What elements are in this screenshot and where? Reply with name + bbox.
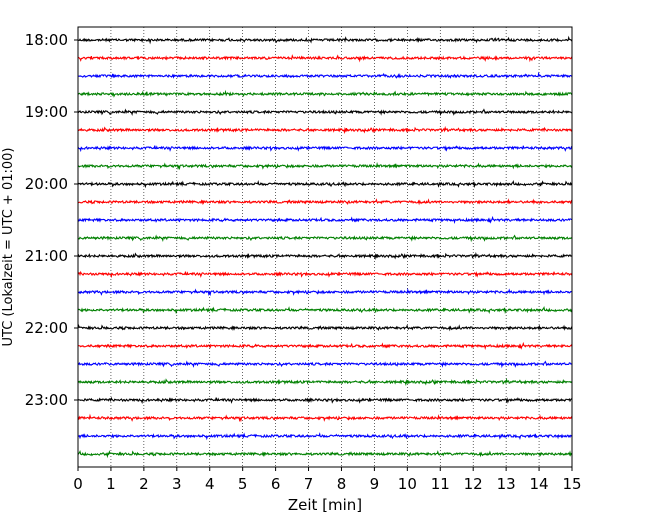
trace-line-2300 [77, 396, 573, 405]
trace-line-2030 [77, 215, 572, 225]
y-tick-label-0: 18:00 [25, 31, 68, 49]
trace-line-2200 [77, 324, 573, 332]
trace-line-2230 [77, 360, 573, 369]
grid-lines [110, 27, 540, 467]
x-axis: 0 1 2 3 4 5 6 7 8 9 10 11 12 13 14 15 [73, 467, 582, 493]
trace-line-1815 [77, 54, 573, 63]
y-axis-label: UTC (Lokalzeit = UTC + 01:00) [1, 148, 16, 347]
x-tick-label-4: 4 [205, 475, 215, 493]
trace-line-1915 [77, 125, 573, 135]
x-tick-label-5: 5 [238, 475, 248, 493]
x-tick-label-1: 1 [106, 475, 116, 493]
trace-line-1830 [77, 71, 573, 79]
trace-line-1930 [77, 145, 573, 153]
x-tick-label-2: 2 [139, 475, 149, 493]
x-tick-label-13: 13 [497, 475, 516, 493]
trace-line-2015 [78, 198, 573, 206]
trace-line-2130 [77, 287, 573, 297]
y-tick-label-5: 23:00 [25, 391, 68, 409]
trace-line-1845 [77, 89, 573, 98]
y-tick-label-1: 19:00 [25, 103, 68, 121]
plot-frame [77, 26, 573, 468]
trace-group [77, 35, 573, 459]
x-tick-label-11: 11 [431, 475, 450, 493]
trace-line-2045 [77, 234, 573, 243]
x-tick-label-8: 8 [337, 475, 347, 493]
trace-line-2000 [77, 179, 573, 189]
x-tick-label-7: 7 [304, 475, 314, 493]
y-axis: 18:00 19:00 20:00 21:00 22:00 23:00 [25, 31, 78, 409]
y-tick-label-4: 22:00 [25, 319, 68, 337]
x-axis-label: Zeit [min] [288, 496, 362, 514]
x-tick-label-14: 14 [530, 475, 549, 493]
trace-line-2115 [77, 270, 573, 279]
trace-line-2100 [77, 251, 573, 261]
x-tick-label-3: 3 [172, 475, 182, 493]
x-tick-label-15: 15 [562, 475, 581, 493]
trace-line-2245 [77, 377, 573, 387]
y-tick-label-2: 20:00 [25, 175, 68, 193]
x-tick-label-0: 0 [73, 475, 83, 493]
x-tick-label-10: 10 [398, 475, 417, 493]
trace-line-1900 [77, 108, 573, 117]
trace-line-2330 [77, 432, 573, 441]
trace-line-2345 [77, 450, 573, 459]
x-tick-label-6: 6 [271, 475, 281, 493]
trace-line-1800 [77, 35, 573, 45]
x-tick-label-12: 12 [464, 475, 483, 493]
trace-line-1945 [77, 161, 573, 171]
x-tick-label-9: 9 [370, 475, 380, 493]
trace-line-2315 [77, 413, 573, 423]
trace-line-2145 [77, 305, 573, 315]
y-tick-label-3: 21:00 [25, 247, 68, 265]
trace-line-2215 [77, 341, 573, 351]
